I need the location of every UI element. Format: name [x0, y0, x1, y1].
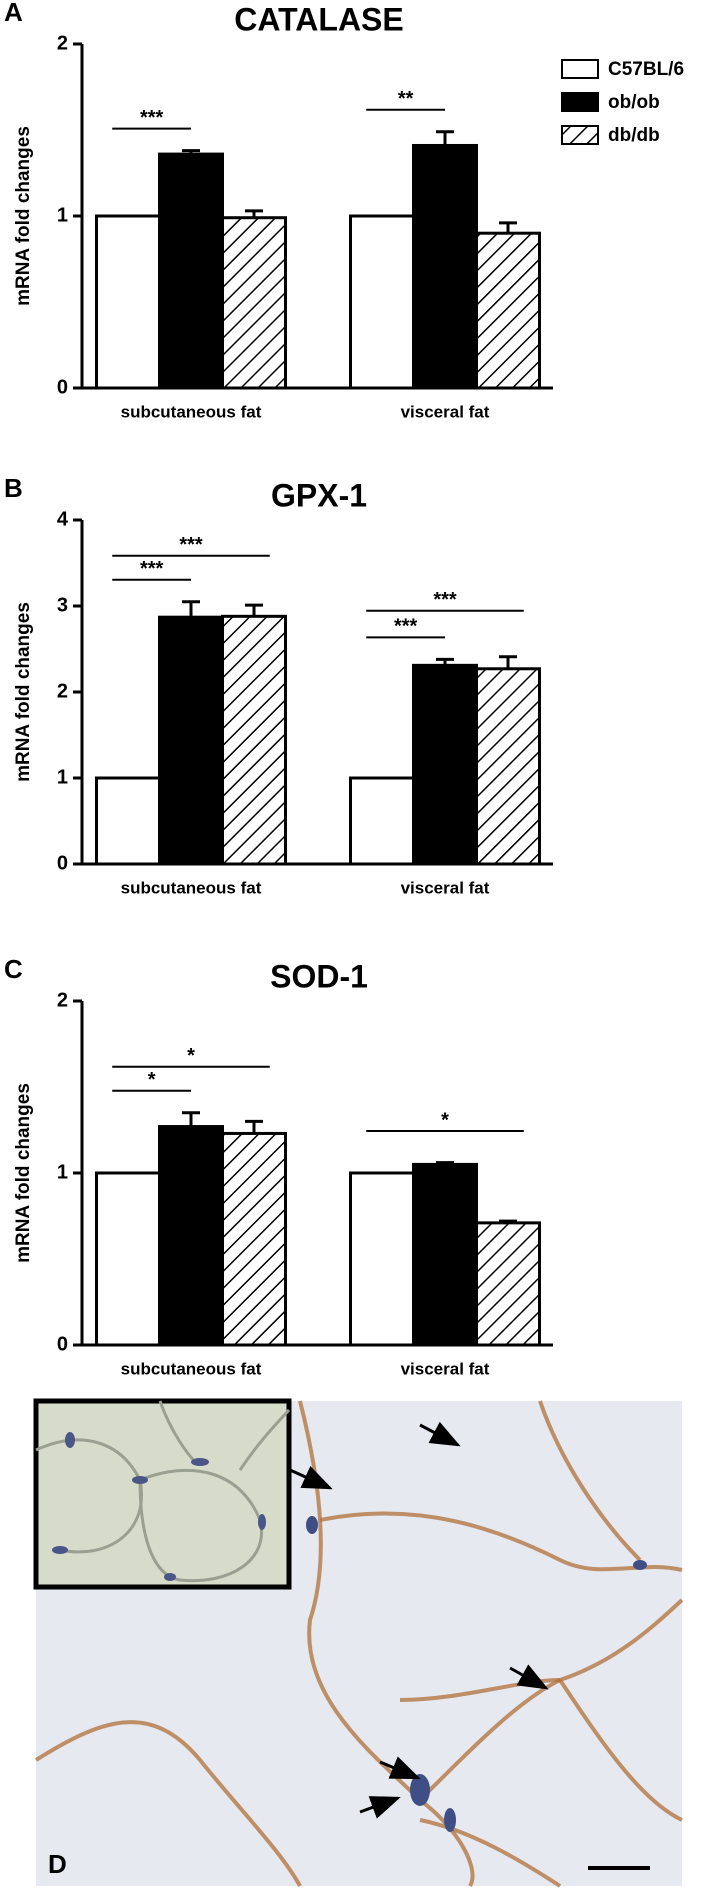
bar: [349, 214, 415, 390]
panel-label: D: [48, 1849, 67, 1879]
bar: [158, 152, 224, 390]
inset: [33, 1398, 292, 1590]
error-bar: [245, 1119, 263, 1134]
significance-label: **: [398, 88, 414, 110]
x-tick-label: subcutaneous fat: [121, 878, 262, 897]
error-bar: [499, 221, 517, 234]
bar: [158, 615, 224, 866]
bar: [412, 143, 478, 390]
chart-title: GPX-1: [271, 477, 367, 513]
y-tick-label: 4: [57, 508, 69, 530]
y-tick-label: 1: [57, 766, 68, 788]
significance-label: ***: [433, 589, 457, 611]
bar: [158, 1125, 224, 1347]
y-axis-label: mRNA fold changes: [13, 1083, 34, 1263]
legend-swatch: [561, 125, 599, 145]
x-tick-label: subcutaneous fat: [121, 1359, 262, 1378]
y-tick-label: 0: [57, 1333, 68, 1355]
bar: [475, 667, 541, 866]
error-bar: [436, 130, 454, 146]
significance-label: ***: [179, 534, 203, 556]
bar: [95, 776, 161, 866]
bar: [412, 1162, 478, 1347]
bar: [221, 614, 287, 866]
arrows: [289, 1421, 549, 1819]
error-bar: [436, 1161, 454, 1165]
legend-swatch: [561, 59, 599, 79]
y-tick-label: 2: [57, 32, 68, 54]
y-tick-label: 3: [57, 594, 68, 616]
bar: [349, 1171, 415, 1347]
error-bar: [245, 209, 263, 218]
bar: [412, 663, 478, 866]
bar: [475, 1221, 541, 1347]
chart: A CATALASE mRNA fold changes 0 1 2 subcutaneou…: [4, 0, 684, 421]
legend-swatch: [561, 92, 599, 112]
legend-label: ob/ob: [608, 92, 660, 113]
error-bar: [182, 1111, 200, 1127]
significance-label: *: [148, 1069, 156, 1091]
cell-membranes: [34, 1400, 684, 1888]
y-tick-label: 2: [57, 680, 68, 702]
error-bar: [182, 600, 200, 618]
nuclei: [306, 1516, 647, 1832]
panel-label: C: [4, 954, 23, 984]
y-axis-label: mRNA fold changes: [13, 602, 34, 782]
bar: [349, 776, 415, 866]
bar: [95, 214, 161, 390]
panel-label: B: [4, 473, 23, 503]
x-tick-label: visceral fat: [401, 402, 490, 421]
legend-label: db/db: [608, 125, 660, 146]
significance-label: *: [187, 1045, 195, 1067]
error-bar: [182, 149, 200, 155]
legend-label: C57BL/6: [608, 59, 684, 80]
significance-label: *: [441, 1109, 449, 1131]
chart: B GPX-1 mRNA fold changes 0 1 2 3 4 subcutaneous…: [4, 473, 553, 897]
x-tick-label: subcutaneous fat: [121, 402, 262, 421]
x-tick-label: visceral fat: [401, 878, 490, 897]
y-tick-label: 1: [57, 1161, 68, 1183]
significance-label: ***: [140, 558, 164, 580]
chart-title: CATALASE: [234, 1, 403, 37]
error-bar: [499, 1219, 517, 1223]
bar: [475, 231, 541, 390]
y-tick-label: 0: [57, 376, 68, 398]
y-tick-label: 0: [57, 852, 68, 874]
y-axis-label: mRNA fold changes: [13, 126, 34, 306]
error-bar: [499, 655, 517, 669]
x-tick-label: visceral fat: [401, 1359, 490, 1378]
error-bar: [245, 603, 263, 617]
significance-label: ***: [140, 107, 164, 129]
error-bar: [436, 657, 454, 666]
y-tick-label: 1: [57, 204, 68, 226]
y-tick-label: 2: [57, 989, 68, 1011]
bar: [221, 216, 287, 390]
bar: [95, 1171, 161, 1347]
chart-title: SOD-1: [270, 958, 368, 994]
significance-label: ***: [394, 616, 418, 638]
micrograph: D: [33, 1398, 684, 1888]
bar: [221, 1131, 287, 1347]
chart: C SOD-1 mRNA fold changes 0 1 2 subcutaneous f…: [4, 954, 553, 1378]
panel-label: A: [4, 0, 23, 27]
